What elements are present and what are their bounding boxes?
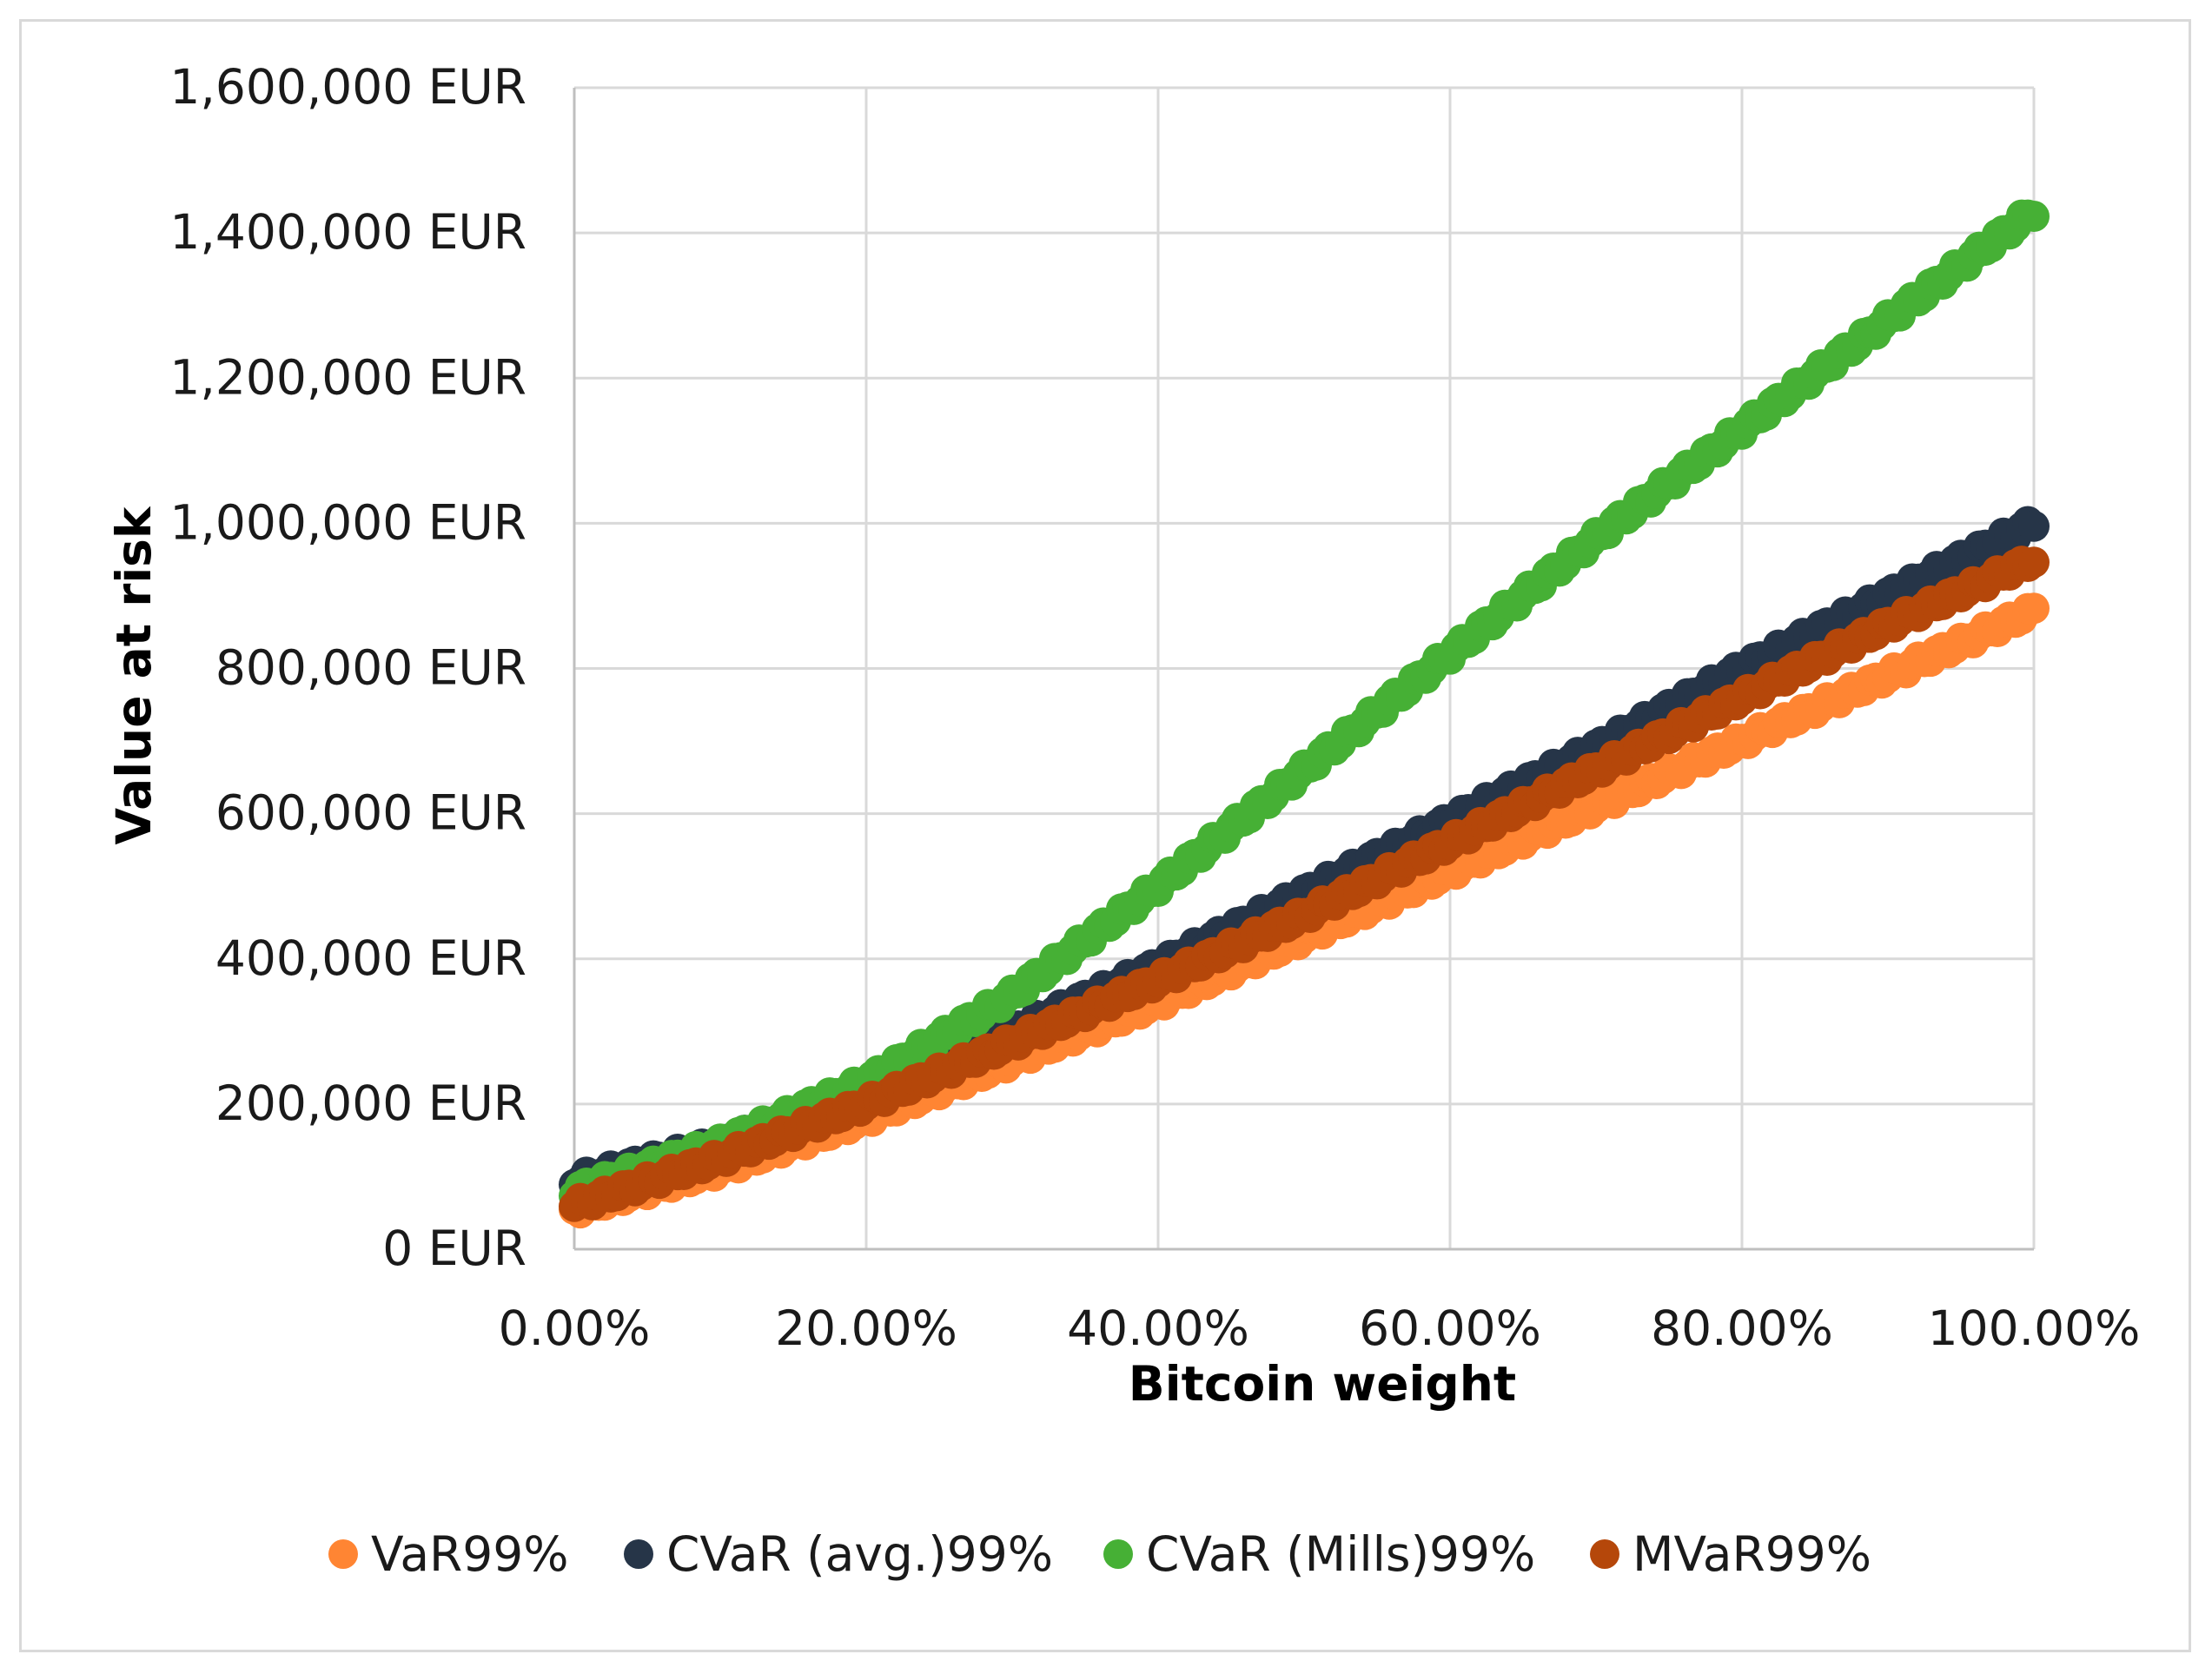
- x-tick-label: 60.00%: [1359, 1300, 1541, 1356]
- legend-marker: [624, 1539, 653, 1569]
- x-tick-label: 100.00%: [1928, 1300, 2141, 1356]
- x-tick-label: 0.00%: [499, 1300, 651, 1356]
- y-tick-label: 800,000 EUR: [215, 640, 527, 696]
- data-point: [2018, 510, 2050, 542]
- x-tick-label: 80.00%: [1651, 1300, 1833, 1356]
- legend-marker: [1590, 1539, 1619, 1569]
- x-tick-labels: 0.00% 20.00% 40.00% 60.00% 80.00% 100.00%: [499, 1300, 2141, 1356]
- y-tick-label: 200,000 EUR: [215, 1075, 527, 1131]
- legend-label: CVaR (Mills)99%: [1146, 1526, 1535, 1582]
- y-tick-label: 1,600,000 EUR: [169, 59, 527, 115]
- y-tick-label: 400,000 EUR: [215, 930, 527, 986]
- x-tick-label: 20.00%: [775, 1300, 957, 1356]
- y-tick-label: 1,200,000 EUR: [169, 349, 527, 405]
- data-point: [2018, 546, 2050, 579]
- data-points: [559, 199, 2050, 1229]
- data-point: [2018, 592, 2050, 625]
- x-tick-label: 40.00%: [1067, 1300, 1249, 1356]
- legend-label: MVaR99%: [1633, 1526, 1871, 1582]
- data-point: [2018, 201, 2050, 233]
- legend: VaR99% CVaR (avg.)99% CVaR (Mills)99% MVaR9…: [328, 1526, 1871, 1582]
- legend-item: MVaR99%: [1590, 1526, 1871, 1582]
- axes: [573, 88, 2034, 1251]
- y-tick-label: 0 EUR: [382, 1221, 527, 1276]
- series-2: [559, 199, 2050, 1212]
- y-tick-label: 600,000 EUR: [215, 785, 527, 841]
- y-tick-labels: 0 EUR 200,000 EUR 400,000 EUR 600,000 EUR 80…: [169, 59, 527, 1276]
- y-tick-label: 1,000,000 EUR: [169, 494, 527, 550]
- legend-marker: [328, 1539, 358, 1569]
- x-axis-title: Bitcoin weight: [1129, 1356, 1516, 1412]
- chart-frame: 0 EUR 200,000 EUR 400,000 EUR 600,000 EUR 80…: [19, 19, 2191, 1652]
- legend-item: VaR99%: [328, 1526, 569, 1582]
- legend-item: CVaR (avg.)99%: [624, 1526, 1053, 1582]
- y-tick-label: 1,400,000 EUR: [169, 204, 527, 260]
- legend-label: VaR99%: [371, 1526, 569, 1582]
- y-axis-title: Value at risk: [106, 506, 162, 844]
- series-3: [559, 546, 2050, 1222]
- legend-label: CVaR (avg.)99%: [666, 1526, 1053, 1582]
- chart: 0 EUR 200,000 EUR 400,000 EUR 600,000 EUR 80…: [106, 59, 2141, 1582]
- legend-item: CVaR (Mills)99%: [1103, 1526, 1535, 1582]
- legend-marker: [1103, 1539, 1133, 1569]
